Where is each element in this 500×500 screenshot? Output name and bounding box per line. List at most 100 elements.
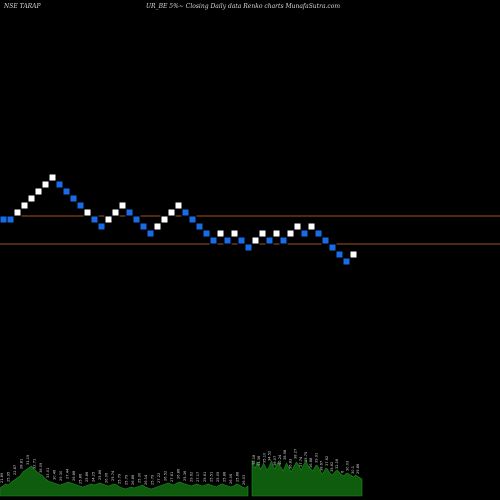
- renko-brick-down: [209, 236, 218, 245]
- renko-brick-down: [125, 208, 134, 217]
- renko-bricks: [0, 173, 358, 266]
- renko-brick-down: [244, 243, 253, 252]
- renko-brick-up: [13, 208, 22, 217]
- volume-value-label: 21.89: [0, 472, 4, 483]
- renko-brick-up: [83, 208, 92, 217]
- renko-brick-up: [174, 201, 183, 210]
- volume-value-label: 35.75: [304, 452, 308, 462]
- volume-value-label: 28.81: [20, 459, 24, 469]
- volume-value-label: 26.88: [131, 474, 135, 485]
- renko-brick-down: [237, 236, 246, 245]
- volume-value-label: 26.88: [72, 470, 76, 481]
- volume-value-label: 36.88: [309, 457, 313, 468]
- volume-value-label: 25.79: [124, 474, 128, 485]
- renko-brick-up: [293, 222, 302, 231]
- renko-brick-up: [34, 187, 43, 196]
- renko-brick-up: [216, 229, 225, 238]
- volume-panel: [0, 459, 363, 497]
- renko-brick-up: [160, 215, 169, 224]
- renko-brick-up: [118, 201, 127, 210]
- volume-value-label: 27.44: [65, 468, 69, 479]
- renko-brick-up: [48, 173, 57, 182]
- volume-value-label: 31.19: [26, 454, 30, 465]
- volume-value-label: 38.27: [294, 449, 298, 459]
- volume-area: [251, 459, 363, 497]
- volume-value-label: 25.74: [111, 470, 115, 481]
- volume-value-label: 37.62: [325, 456, 329, 466]
- renko-brick-down: [90, 215, 99, 224]
- volume-value-label: 30.46: [52, 469, 56, 480]
- volume-value-label: 36.09: [39, 462, 43, 473]
- volume-value-label: 6: [340, 470, 344, 473]
- renko-brick-up: [20, 201, 29, 210]
- volume-value-label: 40.24: [278, 454, 282, 465]
- volume-area: [0, 465, 249, 497]
- volume-value-label: 25.00: [137, 472, 141, 483]
- renko-brick-up: [307, 222, 316, 231]
- volume-value-label: 26.86: [177, 468, 181, 479]
- renko-brick-up: [111, 208, 120, 217]
- volume-value-label: 25.86: [98, 469, 102, 480]
- renko-brick-down: [279, 236, 288, 245]
- chart-title-right: UR_BE 5%~ Closing Daily data Renko chart…: [146, 3, 340, 10]
- renko-brick-down: [300, 229, 309, 238]
- volume-value-label: 32.71: [33, 459, 37, 469]
- volume-value-label: 22.87: [13, 465, 17, 475]
- volume-value-label: 29.62: [190, 472, 194, 482]
- renko-brick-up: [27, 194, 36, 203]
- volume-value-label: 34.52: [268, 451, 272, 461]
- volume-value-label: 32.16: [335, 458, 339, 469]
- volume-value-label: 25.36: [183, 470, 187, 481]
- volume-value-label: 35.10: [262, 452, 266, 463]
- renko-brick-down: [76, 201, 85, 210]
- renko-brick-up: [258, 229, 267, 238]
- volume-value-label: 25.51: [209, 472, 213, 482]
- renko-brick-down: [202, 229, 211, 238]
- volume-value-label: 27.17: [196, 472, 200, 482]
- volume-value-label: 25.79: [150, 474, 154, 485]
- volume-value-label: 26.03: [242, 475, 246, 485]
- volume-value-label: 29.86: [356, 463, 360, 474]
- volume-value-label: 27.81: [170, 472, 174, 482]
- volume-value-label: 30.03: [346, 461, 350, 471]
- volume-value-label: 30.1: [351, 466, 355, 474]
- renko-brick-up: [272, 229, 281, 238]
- renko-brick-down: [132, 215, 141, 224]
- volume-value-label: 25.79: [118, 473, 122, 484]
- renko-brick-up: [104, 215, 113, 224]
- renko-brick-down: [321, 236, 330, 245]
- renko-brick-down: [146, 229, 155, 238]
- renko-brick-up: [153, 222, 162, 231]
- renko-brick-down: [342, 257, 351, 266]
- chart-title-left: NSE TARAP: [3, 3, 42, 10]
- renko-brick-down: [69, 194, 78, 203]
- renko-brick-up: [286, 229, 295, 238]
- volume-value-label: 25.05: [216, 472, 220, 482]
- volume-value-label: 37.74: [299, 456, 303, 467]
- renko-brick-down: [0, 215, 8, 224]
- renko-brick-up: [251, 236, 260, 245]
- volume-value-label: 25.88: [236, 471, 240, 482]
- renko-brick-up: [230, 229, 239, 238]
- volume-value-label: 26.06: [105, 472, 109, 483]
- volume-value-label: 24.25: [92, 472, 96, 482]
- volume-value-label: 26.52: [164, 471, 168, 481]
- volume-value-label: 29.30: [59, 470, 63, 481]
- volume-value-label: 39.91: [314, 453, 318, 463]
- volume-value-label: 26.06: [229, 473, 233, 484]
- volume-value-label: 35.62: [330, 462, 334, 472]
- renko-brick-down: [181, 208, 190, 217]
- volume-value-label: 38.07: [273, 456, 277, 466]
- volume-value-label: 36.83: [288, 459, 292, 469]
- renko-brick-down: [97, 222, 106, 231]
- renko-brick-down: [335, 250, 344, 259]
- renko-brick-down: [139, 222, 148, 231]
- volume-value-label: 25.86: [85, 471, 89, 482]
- volume-value-label: 38.67: [320, 461, 324, 471]
- volume-value-label: 25.86: [79, 473, 83, 484]
- renko-brick-up: [167, 208, 176, 217]
- renko-brick-up: [349, 250, 358, 259]
- renko-brick-up: [41, 180, 50, 189]
